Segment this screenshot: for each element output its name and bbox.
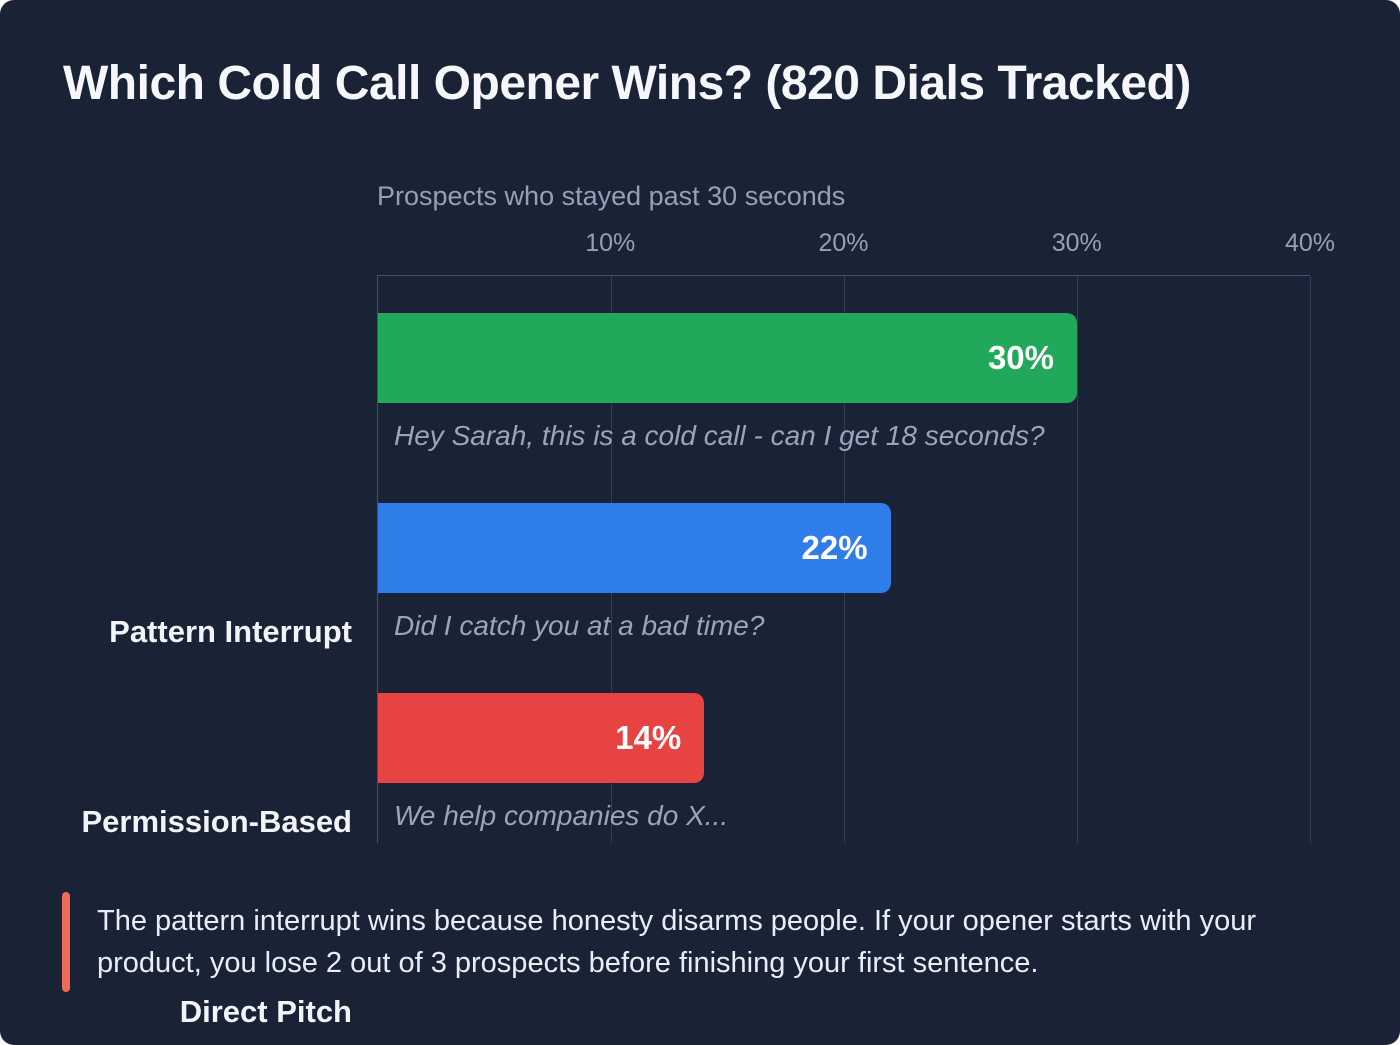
bar-caption: Did I catch you at a bad time?: [394, 610, 765, 641]
bar-permission-based: 22%: [378, 503, 891, 593]
chart-subtitle: Prospects who stayed past 30 seconds: [377, 181, 846, 211]
x-axis-ticks: 10% 20% 30% 40%: [377, 228, 1335, 258]
axis-tick-label: 30%: [1051, 229, 1102, 257]
bar-pattern-interrupt: 30%: [378, 313, 1077, 403]
note-accent-bar: [62, 892, 70, 992]
category-label-direct-pitch: Direct Pitch: [179, 994, 352, 1029]
axis-tick-label: 40%: [1284, 229, 1336, 257]
bar-caption: We help companies do X...: [394, 800, 729, 831]
note-text: The pattern interrupt wins because hones…: [97, 905, 1256, 979]
axis-tick-label: 20%: [818, 229, 869, 257]
bar-value-label: 30%: [987, 339, 1054, 376]
plot-area: 30% Hey Sarah, this is a cold call - can…: [377, 275, 1311, 843]
insight-note: The pattern interrupt wins because hones…: [62, 892, 1319, 992]
category-labels: Pattern Interrupt Permission-Based Direc…: [0, 275, 353, 1029]
page-title: Which Cold Call Opener Wins? (820 Dials …: [63, 57, 1191, 110]
axis-tick-label: 10%: [585, 229, 636, 257]
gridline: [1310, 276, 1311, 843]
bar-direct-pitch: 14%: [378, 693, 705, 783]
category-label-permission-based: Permission-Based: [81, 804, 353, 839]
bar-value-label: 22%: [801, 529, 868, 566]
bar-caption: Hey Sarah, this is a cold call - can I g…: [394, 420, 1045, 451]
category-label-pattern-interrupt: Pattern Interrupt: [109, 614, 352, 649]
gridline: [1077, 276, 1078, 843]
bar-value-label: 14%: [615, 719, 682, 756]
